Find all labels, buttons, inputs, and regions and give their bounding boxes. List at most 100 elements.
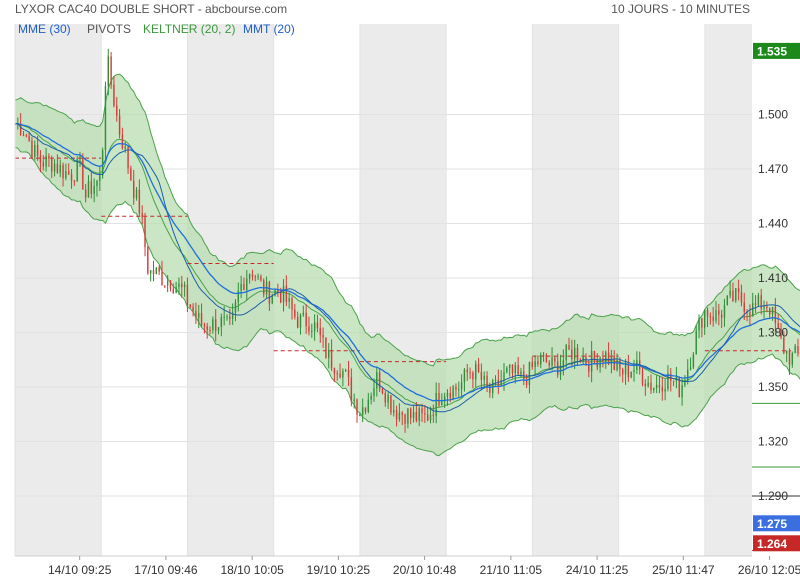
candle-body — [729, 290, 731, 296]
candle-body — [198, 313, 200, 318]
candle-body — [90, 181, 93, 194]
candle-body — [528, 362, 531, 386]
candle-body — [121, 134, 124, 149]
candle-body — [302, 312, 305, 315]
legend-pivots[interactable]: PIVOTS — [87, 22, 131, 36]
candle-body — [214, 319, 217, 331]
candle-body — [217, 327, 220, 331]
candle-body — [554, 357, 556, 362]
candle-body — [336, 373, 338, 375]
candle-body — [777, 322, 779, 329]
candle-body — [785, 351, 788, 354]
candle-body — [181, 283, 183, 288]
candle-body — [189, 304, 191, 307]
candle-body — [573, 347, 576, 360]
candle-body — [212, 319, 214, 331]
x-tick-label: 24/10 11:25 — [566, 563, 629, 577]
candle-body — [387, 395, 389, 403]
candle-body — [178, 283, 180, 288]
candle-body — [22, 134, 25, 136]
candle-body — [740, 292, 743, 303]
candle-body — [658, 384, 661, 387]
candle-body — [743, 302, 745, 312]
candle-body — [610, 356, 613, 365]
candle-body — [166, 281, 169, 286]
candle-body — [361, 407, 364, 415]
candle-body — [359, 414, 361, 416]
candle-body — [155, 267, 158, 275]
candle-body — [116, 105, 118, 116]
price-tag-last — [753, 515, 800, 532]
legend-mmt[interactable]: MMT (20) — [243, 22, 295, 36]
candle-body — [347, 370, 350, 378]
candle-body — [797, 346, 799, 354]
candle-body — [373, 388, 375, 396]
candle-body — [542, 354, 545, 356]
candle-body — [548, 362, 550, 366]
candle-body — [206, 326, 208, 331]
candle-body — [378, 372, 381, 389]
x-tick-label: 25/10 11:47 — [652, 563, 715, 577]
candle-body — [692, 354, 695, 368]
candle-body — [647, 382, 649, 387]
candle-body — [19, 123, 22, 135]
candle-body — [164, 285, 166, 287]
legend-mme[interactable]: MME (30) — [18, 22, 71, 36]
candle-body — [766, 306, 768, 309]
candle-body — [220, 317, 223, 328]
candle-body — [322, 335, 324, 338]
candle-body — [158, 267, 160, 272]
candle-body — [556, 361, 559, 375]
candle-body — [429, 414, 432, 421]
candle-body — [279, 293, 282, 303]
candle-body — [616, 360, 618, 371]
y-tick-label: 1.350 — [758, 380, 788, 394]
candle-body — [486, 375, 488, 386]
candle-body — [718, 310, 720, 315]
candle-body — [760, 295, 762, 309]
candle-body — [42, 162, 44, 167]
candle-body — [421, 408, 423, 414]
candle-body — [695, 330, 697, 355]
candle-body — [424, 413, 426, 415]
y-tick-label: 1.410 — [758, 271, 788, 285]
candle-body — [376, 372, 378, 389]
indicator-legend: MME (30) PIVOTS KELTNER (20, 2) MMT (20) — [18, 22, 295, 36]
candle-body — [248, 274, 251, 279]
price-tag-high — [753, 42, 800, 59]
candle-body — [229, 316, 231, 319]
price-tag-label: 1.275 — [757, 517, 787, 531]
candle-body — [661, 386, 664, 392]
candle-body — [130, 168, 132, 181]
candle-body — [483, 375, 485, 380]
candle-body — [328, 350, 330, 358]
candle-body — [325, 337, 327, 358]
candle-body — [667, 373, 669, 389]
x-tick-label: 14/10 09:25 — [48, 563, 112, 577]
candle-body — [73, 180, 76, 182]
candle-body — [65, 171, 67, 179]
candle-body — [127, 146, 129, 169]
candle-body — [296, 316, 299, 328]
candle-body — [768, 308, 771, 315]
moving-averages — [14, 122, 800, 413]
candle-body — [138, 189, 141, 214]
candle-body — [709, 316, 712, 318]
legend-keltner[interactable]: KELTNER (20, 2) — [143, 22, 235, 36]
candle-body — [118, 115, 121, 135]
candle-body — [783, 337, 785, 354]
candle-body — [494, 379, 497, 381]
candle-body — [76, 159, 78, 182]
candle-body — [257, 276, 259, 278]
candle-body — [607, 352, 610, 365]
candle-body — [455, 386, 457, 390]
candle-body — [514, 365, 517, 374]
candle-body — [435, 392, 437, 416]
candle-body — [319, 327, 321, 336]
candle-body — [251, 274, 254, 277]
candle-body — [624, 364, 627, 375]
candle-body — [51, 158, 53, 172]
candle-body — [395, 410, 398, 420]
candle-body — [472, 372, 474, 380]
